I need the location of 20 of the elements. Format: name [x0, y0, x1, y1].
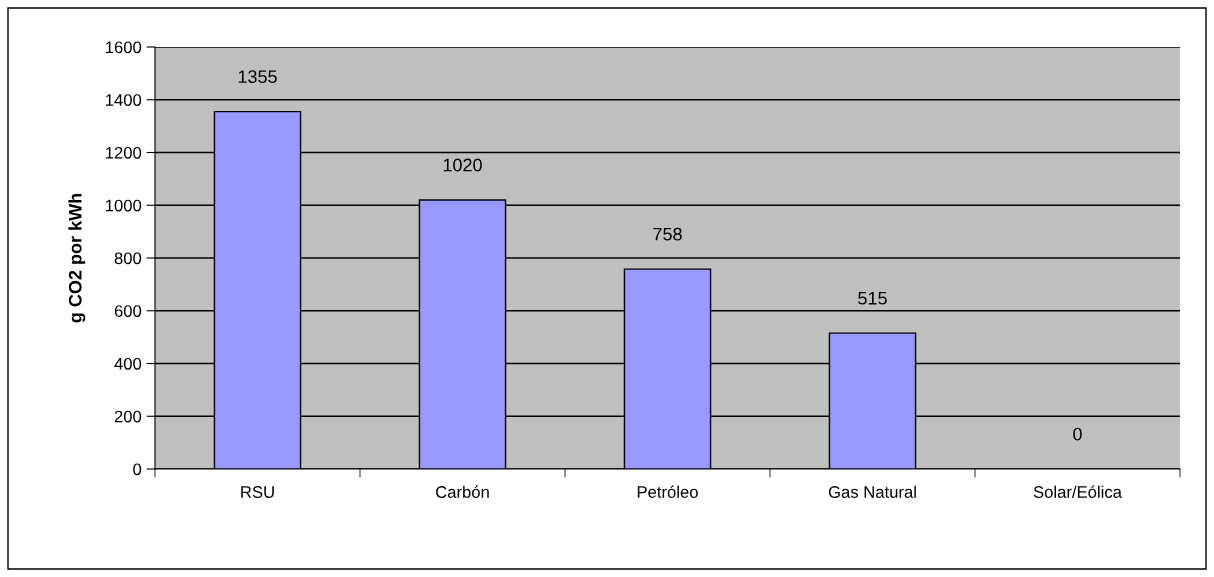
x-tick-label: Petróleo — [637, 485, 698, 498]
y-tick-label: 1000 — [106, 199, 142, 212]
y-tick-label: 400 — [114, 357, 142, 370]
y-tick-label: 0 — [133, 463, 142, 476]
data-label: 1020 — [443, 158, 482, 172]
y-axis-title: g CO2 por kWh — [68, 193, 86, 323]
data-label: 758 — [653, 227, 682, 241]
x-tick-label: RSU — [241, 486, 274, 498]
y-tick-label: 1400 — [106, 94, 142, 106]
x-tick-label: Solar/Eólica — [1033, 485, 1122, 498]
x-tick-label: Gas Natural — [828, 485, 916, 498]
x-tick-label: Carbón — [436, 485, 489, 498]
data-label: 1355 — [238, 70, 277, 84]
y-tick-label: 200 — [114, 410, 142, 423]
data-label: 0 — [1073, 427, 1082, 441]
data-label: 515 — [858, 292, 887, 305]
y-tick-label: 600 — [114, 305, 142, 317]
y-tick-label: 1200 — [106, 146, 142, 159]
y-tick-label: 800 — [114, 252, 142, 265]
y-tick-label: 1600 — [106, 41, 142, 54]
